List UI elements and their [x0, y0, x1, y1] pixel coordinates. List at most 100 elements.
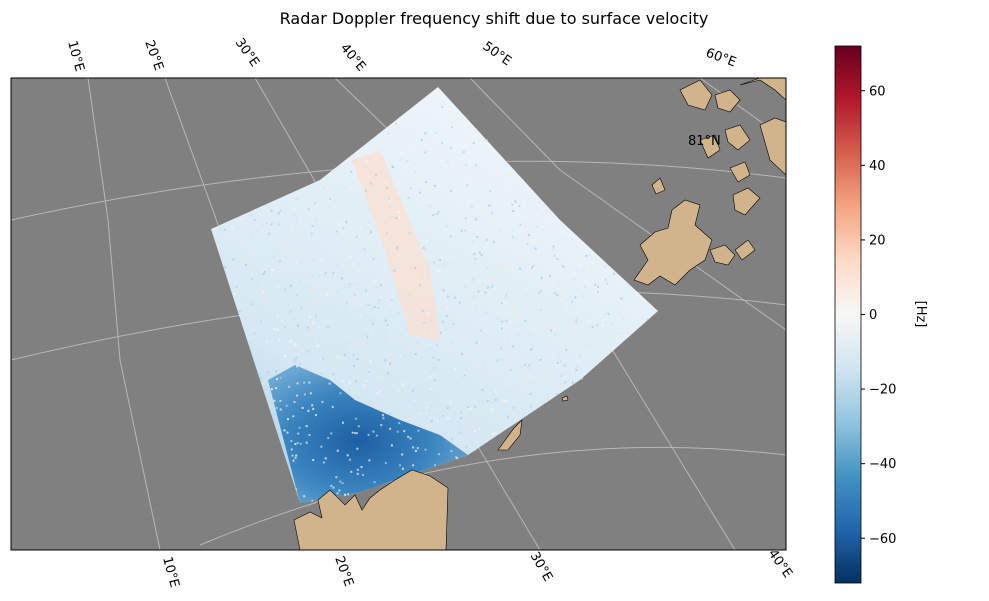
swath-speckle-dot — [386, 323, 389, 326]
bottom-lon-label: 20°E — [331, 554, 356, 589]
swath-speckle-dot — [454, 296, 457, 299]
swath-speckle-dot — [377, 328, 380, 331]
swath-speckle-dot — [395, 217, 398, 219]
swath-speckle-dot — [459, 422, 462, 425]
swath-speckle-dot — [484, 291, 487, 294]
swath-speckle-dot — [392, 179, 394, 182]
swath-speckle-dot — [556, 258, 559, 260]
swath-speckle-dot — [330, 432, 333, 435]
swath-speckle-dot — [374, 148, 377, 151]
swath-speckle-dot — [564, 381, 567, 384]
swath-speckle-dot — [345, 221, 348, 224]
swath-speckle-dot — [446, 225, 448, 228]
swath-speckle-dot — [526, 242, 529, 245]
colorbar-tick-label: −60 — [869, 532, 896, 547]
land-franz-josef — [651, 78, 786, 216]
swath-speckle-dot — [344, 493, 347, 496]
swath-speckle-dot — [294, 343, 297, 346]
swath-speckle-dot — [390, 216, 393, 219]
swath-speckle-dot — [607, 312, 610, 315]
swath-speckle-dot — [341, 421, 344, 424]
swath-speckle-dot — [512, 210, 515, 213]
swath-speckle-dot — [405, 328, 408, 331]
swath-speckle-dot — [584, 372, 587, 375]
bottom-lon-label: 30°E — [527, 550, 556, 585]
swath-speckle-dot — [571, 381, 574, 384]
swath-speckle-dot — [548, 228, 551, 231]
swath-speckle-dot — [474, 405, 477, 408]
swath-speckle-dot — [407, 145, 410, 148]
swath-speckle-dot — [412, 464, 415, 467]
swath-speckle-dot — [368, 318, 371, 321]
swath-speckle-dot — [397, 312, 400, 315]
swath-speckle-dot — [280, 207, 283, 210]
swath-speckle-dot — [356, 472, 359, 475]
swath-speckle-dot — [594, 283, 597, 286]
swath-speckle-dot — [414, 353, 417, 356]
swath-speckle-dot — [500, 302, 503, 305]
swath-speckle-dot — [438, 262, 441, 265]
swath-speckle-dot — [490, 276, 493, 279]
swath-speckle-dot — [532, 265, 535, 267]
swath-speckle-dot — [375, 434, 378, 437]
swath-speckle-dot — [365, 289, 367, 292]
swath-speckle-dot — [519, 267, 522, 270]
swath-speckle-dot — [364, 212, 367, 215]
colorbar-tick-label: −20 — [869, 383, 896, 398]
swath-speckle-dot — [597, 285, 600, 288]
swath-speckle-dot — [503, 400, 506, 403]
swath-speckle-dot — [276, 292, 279, 295]
map-axes — [11, 78, 786, 550]
swath-speckle-dot — [362, 384, 365, 387]
swath-speckle-dot — [327, 350, 330, 353]
swath-speckle-dot — [475, 308, 478, 311]
swath-speckle-dot — [595, 360, 598, 363]
top-lon-label: 30°E — [232, 36, 262, 70]
swath-speckle-dot — [485, 238, 488, 241]
swath-speckle-dot — [437, 359, 440, 361]
swath-speckle-dot — [408, 232, 411, 235]
swath-speckle-dot — [350, 360, 353, 363]
swath-speckle-dot — [442, 414, 445, 417]
swath-speckle-dot — [238, 310, 241, 313]
swath-speckle-dot — [440, 159, 443, 162]
swath-speckle-dot — [366, 161, 369, 163]
swath-speckle-dot — [414, 171, 417, 174]
swath-speckle-dot — [581, 258, 584, 261]
swath-speckle-dot — [474, 164, 477, 167]
swath-speckle-dot — [524, 363, 526, 366]
swath-speckle-dot — [307, 409, 310, 412]
swath-speckle-dot — [464, 138, 467, 141]
swath-speckle-dot — [305, 425, 308, 428]
swath-speckle-dot — [456, 413, 459, 416]
swath-speckle-dot — [424, 151, 427, 154]
swath-speckle-dot — [545, 241, 548, 244]
swath-speckle-dot — [260, 377, 262, 380]
swath-speckle-dot — [513, 406, 515, 409]
swath-speckle-dot — [378, 299, 381, 302]
swath-speckle-dot — [311, 499, 314, 502]
swath-speckle-dot — [494, 390, 497, 393]
swath-speckle-dot — [531, 266, 533, 269]
colorbar-tick-label: 60 — [869, 84, 886, 99]
swath-speckle-dot — [279, 408, 282, 411]
swath-speckle-dot — [398, 188, 401, 191]
swath-speckle-dot — [335, 363, 338, 366]
swath-speckle-dot — [417, 429, 420, 432]
swath-speckle-dot — [332, 486, 335, 489]
swath-speckle-dot — [401, 453, 404, 456]
swath-speckle-dot — [423, 370, 426, 373]
swath-speckle-dot — [512, 345, 515, 348]
swath-speckle-dot — [400, 354, 402, 357]
swath-speckle-dot — [529, 405, 532, 408]
swath-speckle-dot — [339, 164, 342, 167]
swath-speckle-dot — [436, 419, 439, 422]
swath-speckle-dot — [435, 343, 438, 346]
swath-speckle-dot — [359, 343, 362, 346]
swath-speckle-dot — [412, 388, 415, 391]
swath-speckle-dot — [505, 408, 508, 411]
swath-speckle-dot — [372, 307, 375, 310]
swath-speckle-dot — [272, 268, 275, 271]
swath-speckle-dot — [251, 303, 254, 306]
lat-label-81n: 81°N — [688, 134, 721, 149]
